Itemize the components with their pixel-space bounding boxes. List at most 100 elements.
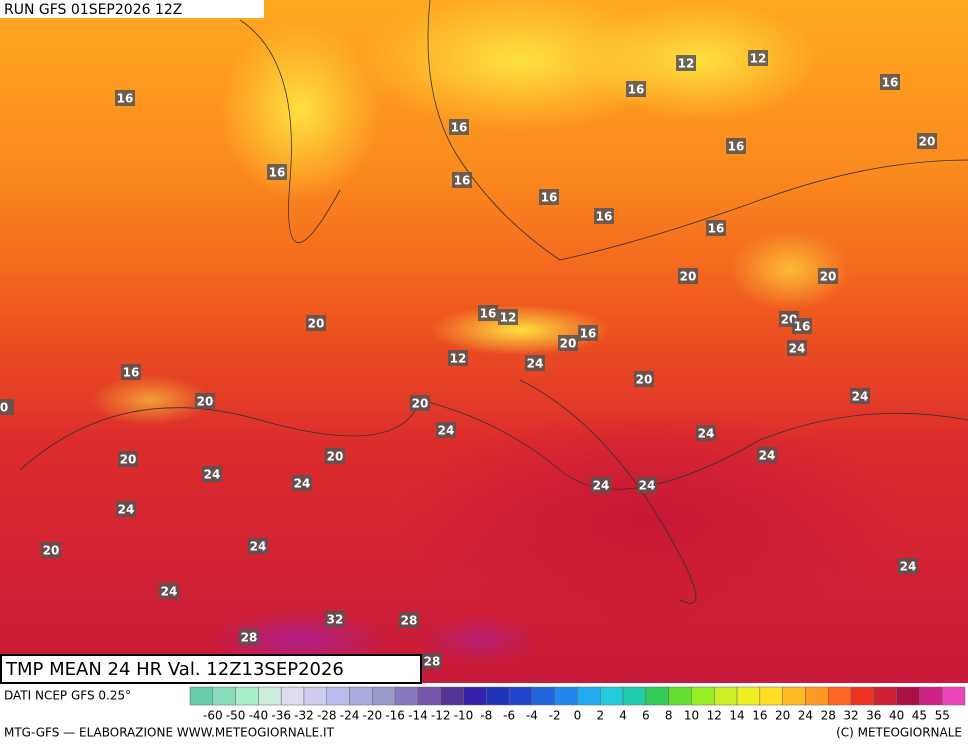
label-box xyxy=(422,653,442,669)
contour-label: 20 xyxy=(412,397,429,411)
scale-label: -12 xyxy=(431,709,451,723)
label-box xyxy=(118,451,138,467)
map xyxy=(0,0,968,683)
scale-cell xyxy=(189,686,214,706)
contour-label: 16 xyxy=(728,140,745,154)
contour-label: 24 xyxy=(294,477,311,491)
scale-label: -2 xyxy=(549,709,561,723)
scale-label: 12 xyxy=(707,709,722,723)
scale-cell xyxy=(714,686,738,706)
contour-label: 16 xyxy=(628,83,645,97)
scale-label: -24 xyxy=(340,709,360,723)
scale-label: 2 xyxy=(596,709,604,723)
label-box xyxy=(116,501,136,517)
contour-label: 20 xyxy=(560,337,577,351)
scale-label: 16 xyxy=(752,709,767,723)
contour-label: 16 xyxy=(580,327,597,341)
scale-label: 40 xyxy=(889,709,904,723)
label-box xyxy=(248,538,268,554)
scale-cell xyxy=(873,686,897,706)
label-box xyxy=(436,422,456,438)
contour-label: 16 xyxy=(117,92,134,106)
scale-cell xyxy=(508,686,533,706)
label-box xyxy=(41,542,61,558)
scale-cell xyxy=(919,686,943,706)
scale-cell xyxy=(303,686,328,706)
label-box xyxy=(591,477,611,493)
contour-label: 16 xyxy=(269,166,286,180)
scale-cell xyxy=(372,686,396,706)
label-box xyxy=(748,50,768,66)
label-box xyxy=(159,583,179,599)
scale-label: -36 xyxy=(271,709,291,723)
scale-label: -28 xyxy=(317,709,337,723)
scale-cell xyxy=(212,686,236,706)
contour-label: 20 xyxy=(120,453,137,467)
contour-label: 24 xyxy=(250,540,267,554)
label-box xyxy=(678,268,698,284)
label-box xyxy=(539,189,559,205)
title: TMP MEAN 24 HR Val. 12Z13SEP2026 xyxy=(5,659,344,680)
contour-label: 12 xyxy=(678,57,695,71)
label-box xyxy=(239,629,259,645)
label-box xyxy=(478,305,498,321)
scale-label: 8 xyxy=(665,709,673,723)
contour-label: 32 xyxy=(327,613,344,627)
scale-label: -50 xyxy=(226,709,246,723)
scale-label: 36 xyxy=(866,709,881,723)
contour-label: 24 xyxy=(204,468,221,482)
scale-cell xyxy=(326,686,350,706)
scale-cell xyxy=(782,686,806,706)
scale-cell xyxy=(486,686,510,706)
contour-label: 16 xyxy=(480,307,497,321)
label-box xyxy=(634,371,654,387)
contour-label: 16 xyxy=(541,191,558,205)
contour-label: 24 xyxy=(527,357,544,371)
scale-cell xyxy=(463,686,487,706)
contour-label: 0 xyxy=(0,401,8,415)
label-box xyxy=(818,268,838,284)
contour-label: 16 xyxy=(794,320,811,334)
contour-label: 16 xyxy=(451,121,468,135)
contour-label: 20 xyxy=(197,395,214,409)
scale-cell xyxy=(577,686,601,706)
scale-label: -20 xyxy=(363,709,383,723)
scale-label: -8 xyxy=(480,709,492,723)
scale-label: 4 xyxy=(619,709,627,723)
contour-label: 12 xyxy=(450,352,467,366)
scale-cell xyxy=(280,686,305,706)
scale-cell xyxy=(759,686,783,706)
contour-label: 12 xyxy=(750,52,767,66)
label-box xyxy=(676,55,696,71)
contour-label: 20 xyxy=(43,544,60,558)
scale-cell xyxy=(668,686,692,706)
label-box xyxy=(410,395,430,411)
label-box xyxy=(525,355,545,371)
label-box xyxy=(726,138,746,154)
label-box xyxy=(267,164,287,180)
scale-label: 0 xyxy=(574,709,582,723)
label-box xyxy=(850,388,870,404)
scale-label: 6 xyxy=(642,709,650,723)
contour-label: 24 xyxy=(639,479,656,493)
label-box xyxy=(202,466,222,482)
label-box xyxy=(306,315,326,331)
source: DATI NCEP GFS 0.25° xyxy=(4,689,131,703)
label-box xyxy=(195,393,215,409)
scale-cell xyxy=(394,686,419,706)
scale-label: 55 xyxy=(935,709,950,723)
run-label: RUN GFS 01SEP2026 12Z xyxy=(4,2,182,18)
scale-label: -40 xyxy=(249,709,269,723)
scale-label: -6 xyxy=(503,709,515,723)
scale-label: -4 xyxy=(526,709,538,723)
contour-label: 20 xyxy=(308,317,325,331)
contour-label: 12 xyxy=(500,311,517,325)
contour-label: 20 xyxy=(820,270,837,284)
contour-label: 16 xyxy=(123,366,140,380)
footer-left: MTG-GFS — ELABORAZIONE WWW.METEOGIORNALE… xyxy=(4,726,335,740)
contour-label: 24 xyxy=(118,503,135,517)
scale-cell xyxy=(850,686,875,706)
label-box xyxy=(706,220,726,236)
label-box xyxy=(898,558,918,574)
contour-label: 20 xyxy=(327,450,344,464)
